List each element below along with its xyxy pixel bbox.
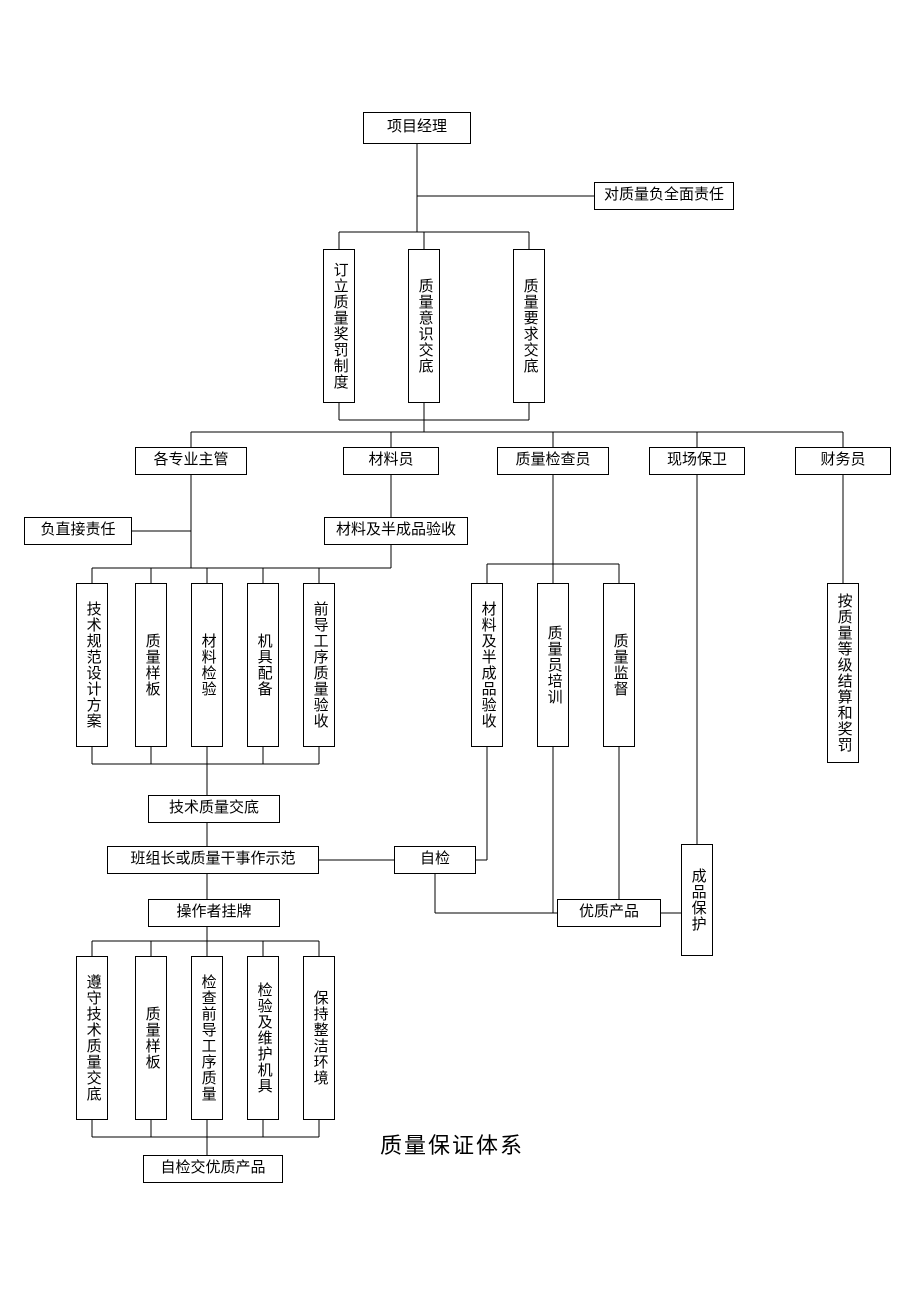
node-n_teamlead: 班组长或质量干事作示范	[107, 846, 319, 874]
node-n_matstaff: 材料员	[343, 447, 439, 475]
node-n_clean: 保持整洁环境	[303, 956, 335, 1120]
node-n_matchk2: 材料及半成品验收	[471, 583, 503, 747]
node-n_qreq: 质量要求交底	[513, 249, 545, 403]
node-n_finance: 财务员	[795, 447, 891, 475]
node-n_reward: 订立质量奖罚制度	[323, 249, 355, 403]
node-n_qaware: 质量意识交底	[408, 249, 440, 403]
node-n_techdisc: 技术质量交底	[148, 795, 280, 823]
diagram-stage: 质量保证体系 项目经理对质量负全面责任订立质量奖罚制度 质量意识交底 质量要求交底各…	[0, 0, 920, 1302]
node-n_matinsp: 材料检验	[191, 583, 223, 747]
node-n_protect: 成品保护	[681, 844, 713, 956]
diagram-title: 质量保证体系	[380, 1128, 524, 1160]
node-n_pm: 项目经理	[363, 112, 471, 144]
node-n_finpay: 按质量等级结算和奖罚	[827, 583, 859, 763]
node-n_goodprod: 优质产品	[557, 899, 661, 927]
node-n_guard: 现场保卫	[649, 447, 745, 475]
node-n_operator: 操作者挂牌	[148, 899, 280, 927]
node-n_resp: 对质量负全面责任	[594, 182, 734, 210]
node-n_preproc: 前导工序质量验收	[303, 583, 335, 747]
node-n_matchk: 材料及半成品验收	[324, 517, 468, 545]
node-n_selfchk: 自检	[394, 846, 476, 874]
node-n_equip: 机具配备	[247, 583, 279, 747]
node-n_qc: 质量检查员	[497, 447, 609, 475]
node-n_qsample2: 质量样板	[135, 956, 167, 1120]
node-n_selfgood: 自检交优质产品	[143, 1155, 283, 1183]
node-n_spec: 各专业主管	[135, 447, 247, 475]
node-n_qsample: 质量样板	[135, 583, 167, 747]
node-n_direct: 负直接责任	[24, 517, 132, 545]
node-n_qsup: 质量监督	[603, 583, 635, 747]
node-n_qtrain: 质量员培训	[537, 583, 569, 747]
node-n_obey: 遵守技术质量交底	[76, 956, 108, 1120]
node-n_tech: 技术规范设计方案	[76, 583, 108, 747]
node-n_chkpre: 检查前导工序质量	[191, 956, 223, 1120]
node-n_chkequip: 检验及维护机具	[247, 956, 279, 1120]
